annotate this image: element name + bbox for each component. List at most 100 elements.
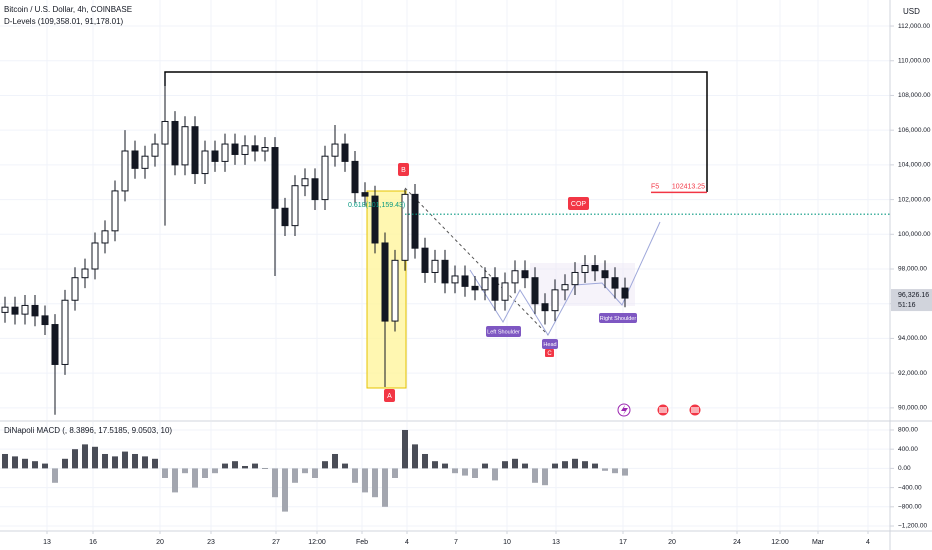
- label-cop: COP: [571, 201, 587, 208]
- candle-body: [21, 304, 29, 315]
- macd-bar: [582, 461, 588, 469]
- left-shoulder-box: [486, 326, 521, 337]
- candle-body: [581, 265, 589, 273]
- left-shoulder: Left Shoulder: [487, 329, 520, 335]
- candle-body: [291, 185, 299, 227]
- macd-bar: [572, 458, 578, 469]
- macd-bar: [542, 468, 548, 486]
- macd-bar: [602, 468, 608, 471]
- macd-bar: [302, 468, 308, 474]
- x-tick-label: 17: [619, 539, 627, 546]
- candle-body: [611, 277, 619, 289]
- x-tick-label: 13: [552, 539, 560, 546]
- x-tick-label: 12:00: [308, 539, 326, 546]
- macd-bar: [292, 468, 298, 483]
- candles: [1, 72, 629, 415]
- candle-body: [61, 299, 69, 365]
- candle-body: [81, 268, 89, 279]
- candle-body: [541, 303, 549, 312]
- y-tick-label: −800.00: [898, 504, 922, 511]
- macd-bar: [202, 468, 208, 478]
- macd-bar: [522, 463, 528, 469]
- macd-bar: [512, 458, 518, 469]
- candle-body: [621, 287, 629, 299]
- macd-bar: [342, 463, 348, 469]
- candle-body: [551, 289, 559, 312]
- macd-bar: [322, 461, 328, 469]
- y-tick-label: 112,000.00: [898, 23, 930, 30]
- candle-body: [351, 160, 359, 194]
- candle-body: [521, 270, 529, 279]
- candle-body: [531, 277, 539, 305]
- candle-body: [391, 259, 399, 322]
- macd-bar: [382, 468, 388, 507]
- candle-body: [451, 275, 459, 284]
- candle-body: [101, 230, 109, 244]
- x-tick-label: 12:00: [771, 539, 789, 546]
- x-tick-label: 20: [668, 539, 676, 546]
- candle-body: [41, 315, 49, 326]
- candle-body: [431, 259, 439, 273]
- x-tick-label: 16: [89, 539, 97, 546]
- label-c: C: [547, 351, 552, 357]
- head: Head: [543, 342, 556, 348]
- y-tick-label: −1,200.00: [898, 523, 927, 530]
- candle-body: [471, 285, 479, 291]
- macd-bar: [622, 468, 628, 476]
- macd-bar: [62, 458, 68, 469]
- y-tick-label: 0.00: [898, 465, 911, 472]
- candle-body: [131, 150, 139, 169]
- macd-bar: [162, 468, 168, 478]
- candle-body: [241, 145, 249, 155]
- label-cop-box: [568, 197, 589, 210]
- label-a-box: [384, 389, 395, 402]
- candle-body: [371, 195, 379, 244]
- candle-body: [381, 242, 389, 322]
- x-tick-label: Mar: [812, 539, 825, 546]
- fib-level-label: 0.618(101,159.43): [348, 202, 405, 209]
- candle-body: [181, 126, 189, 166]
- candle-body: [271, 147, 279, 209]
- candle-body: [601, 270, 609, 279]
- macd-bar: [242, 465, 248, 469]
- label-b-box: [398, 163, 409, 176]
- x-tick-label: 10: [503, 539, 511, 546]
- candle-body: [11, 306, 19, 315]
- candle-body: [31, 304, 39, 317]
- y-tick-label: 100,000.00: [898, 231, 931, 238]
- macd-bar: [132, 453, 138, 469]
- macd-bar: [612, 468, 618, 474]
- candle-body: [141, 155, 149, 169]
- candle-body: [281, 207, 289, 227]
- macd-bar: [112, 456, 118, 469]
- macd-bar: [92, 446, 98, 469]
- macd-bar: [562, 461, 568, 469]
- y-tick-label: 400.00: [898, 446, 918, 453]
- macd-bar: [312, 468, 318, 478]
- candle-body: [201, 150, 209, 175]
- macd-bar: [272, 468, 278, 498]
- macd-bar: [42, 463, 48, 469]
- candle-body: [251, 145, 259, 152]
- macd-bar: [12, 456, 18, 469]
- candle-body: [191, 126, 199, 175]
- d-level-box: [164, 71, 708, 192]
- macd-bar: [192, 468, 198, 488]
- last-price: 96,326.16: [898, 292, 929, 299]
- candle-body: [91, 242, 99, 270]
- macd-bar: [432, 461, 438, 469]
- y-tick-label: 92,000.00: [898, 370, 927, 377]
- macd-bar: [422, 453, 428, 469]
- candle-body: [121, 150, 129, 192]
- flag: [691, 407, 699, 413]
- label-c-box: [545, 349, 554, 357]
- macd-bar: [252, 463, 258, 469]
- y-tick-label: 800.00: [898, 427, 918, 434]
- candle-body: [561, 284, 569, 291]
- candle-body: [151, 143, 159, 157]
- candle-body: [231, 143, 239, 155]
- candle-body: [591, 265, 599, 272]
- right-shoulder-box: [599, 313, 637, 323]
- currency: USD: [903, 7, 920, 16]
- candle-body: [411, 193, 419, 249]
